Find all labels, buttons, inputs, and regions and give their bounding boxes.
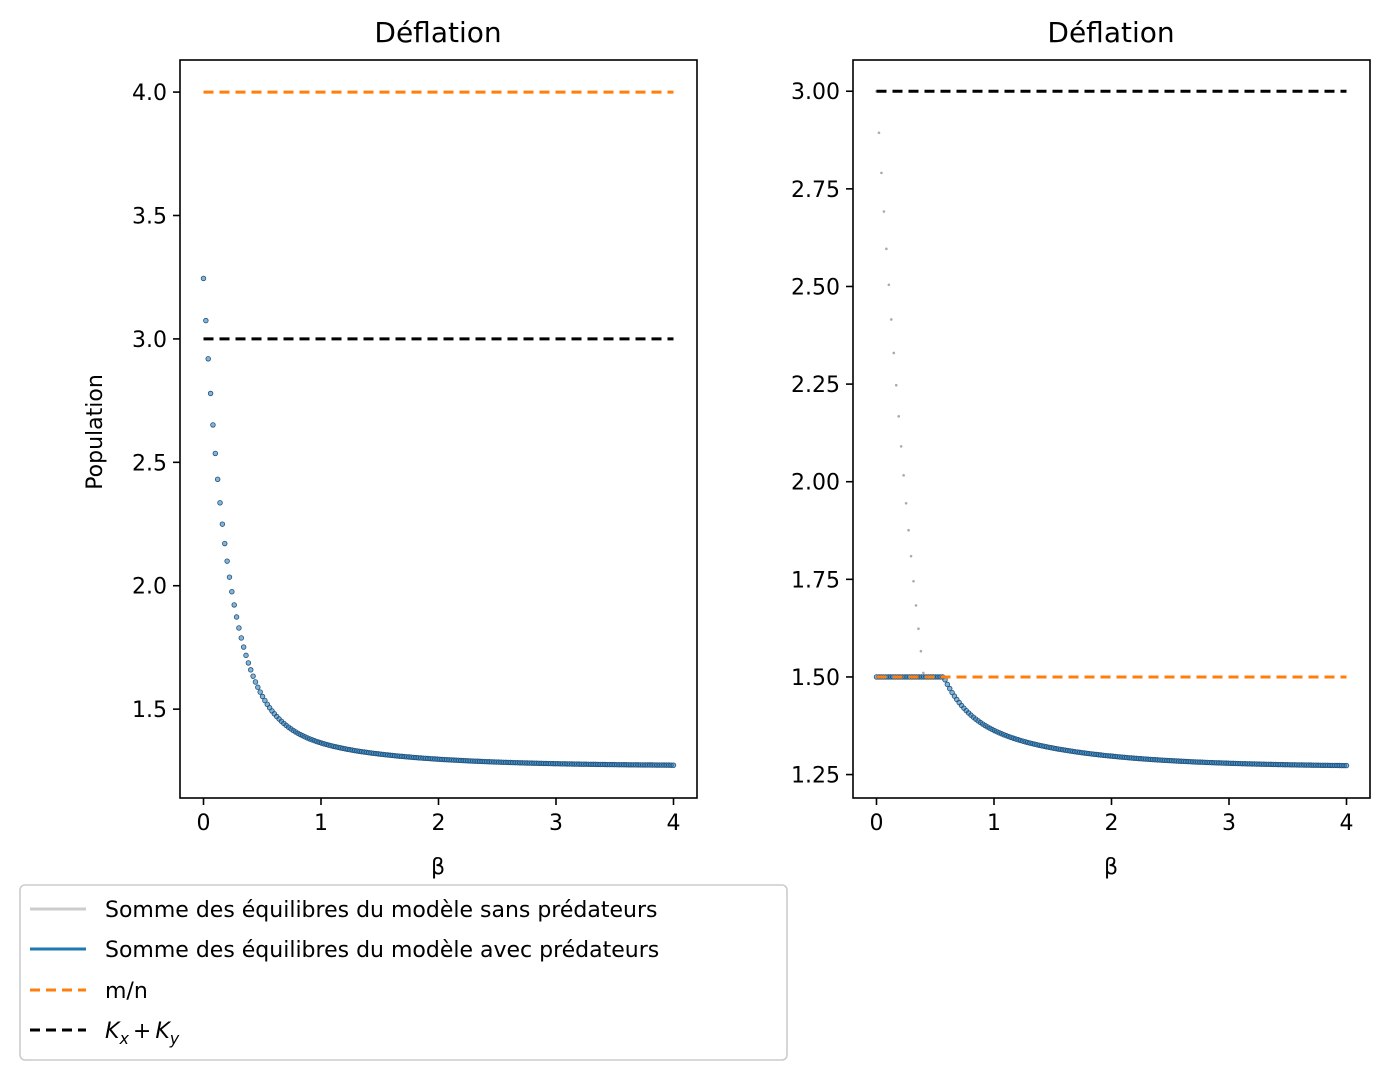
series-point-sans-predateurs — [877, 131, 881, 135]
series-point-avec-predateurs — [949, 689, 955, 696]
series-point-avec-predateurs — [205, 356, 211, 362]
left-panel: Déflation 0 1 2 3 4 1.5 2.0 2.5 3.0 3.5 4.0 β Popu… — [83, 16, 698, 880]
x-tick-label: 0 — [197, 811, 211, 836]
series-point-avec-predateurs — [240, 644, 247, 650]
series-point-sans-predateurs — [907, 528, 910, 532]
series-point-avec-predateurs — [229, 588, 235, 595]
y-tick-label: 2.75 — [791, 178, 840, 203]
series-point-avec-predateurs — [257, 689, 263, 695]
series-point-sans-predateurs — [899, 445, 903, 448]
y-tick-label: 2.0 — [132, 575, 167, 600]
series-point-avec-predateurs — [238, 635, 244, 641]
series-point-avec-predateurs — [210, 422, 216, 428]
y-tick-label: 2.5 — [132, 451, 167, 476]
right-panel: Déflation 0 1 2 3 4 1.25 1.50 1.75 2.00 2.25 2.50 2… — [791, 16, 1371, 880]
series-point-sans-predateurs — [897, 415, 901, 418]
y-tick-label: 3.5 — [132, 204, 167, 229]
series-point-sans-predateurs — [902, 474, 905, 477]
series-point-avec-predateurs — [944, 681, 951, 688]
series-point-sans-predateurs — [887, 283, 891, 287]
series-point-avec-predateurs — [219, 521, 226, 527]
series-point-sans-predateurs — [892, 351, 896, 355]
series-point-avec-predateurs — [207, 390, 214, 397]
series-point-avec-predateurs — [1343, 762, 1350, 769]
legend-label-kx-plus-ky: Kx + Ky — [105, 1019, 180, 1048]
x-tick-label: 2 — [432, 811, 446, 836]
series-point-avec-predateurs — [203, 317, 209, 324]
x-tick-label: 3 — [549, 811, 563, 836]
x-tick-label: 0 — [870, 811, 884, 836]
right-panel-title: Déflation — [1047, 16, 1174, 49]
series-point-avec-predateurs — [947, 685, 953, 692]
x-tick-label: 1 — [314, 811, 328, 836]
y-tick-label: 2.25 — [791, 373, 840, 398]
right-panel-ticks: 0 1 2 3 4 1.25 1.50 1.75 2.00 2.25 2.50 2.75 3.00 — [791, 80, 1353, 836]
legend: Somme des équilibres du modèle sans préd… — [19, 884, 788, 1061]
legend-box — [19, 884, 788, 1061]
series-point-avec-predateurs — [670, 762, 677, 768]
series-point-sans-predateurs — [922, 671, 925, 675]
x-tick-label: 4 — [1340, 811, 1354, 836]
series-point-avec-predateurs — [214, 476, 221, 483]
x-tick-label: 2 — [1105, 811, 1119, 836]
series-point-avec-predateurs — [233, 614, 240, 620]
series-point-sans-predateurs — [885, 247, 888, 251]
right-panel-plot-area — [873, 89, 1350, 769]
series-point-avec-predateurs — [248, 667, 254, 673]
y-tick-label: 2.00 — [791, 471, 840, 496]
series-point-sans-predateurs — [912, 579, 915, 583]
series-point-avec-predateurs — [236, 625, 242, 631]
series-point-avec-predateurs — [255, 684, 261, 690]
y-tick-label: 3.0 — [132, 328, 167, 353]
series-point-avec-predateurs — [226, 574, 233, 580]
x-tick-label: 4 — [667, 811, 681, 836]
left-panel-title: Déflation — [374, 16, 501, 49]
series-point-sans-predateurs — [919, 649, 923, 653]
left-panel-y-axis-label: Population — [83, 374, 108, 490]
legend-label-sans-predateurs: Somme des équilibres du modèle sans préd… — [105, 898, 657, 923]
series-point-avec-predateurs — [245, 660, 252, 666]
right-panel-frame — [852, 59, 1371, 799]
series-point-avec-predateurs — [259, 693, 266, 700]
series-point-avec-predateurs — [231, 602, 237, 608]
series-point-avec-predateurs — [222, 540, 228, 547]
series-point-avec-predateurs — [200, 275, 207, 282]
series-point-avec-predateurs — [224, 558, 230, 564]
y-tick-label: 1.50 — [791, 666, 840, 691]
series-point-avec-predateurs — [252, 679, 259, 685]
y-tick-label: 2.50 — [791, 275, 840, 300]
series-point-avec-predateurs — [212, 450, 219, 457]
y-tick-label: 1.75 — [791, 568, 840, 593]
series-point-sans-predateurs — [917, 627, 920, 631]
x-tick-label: 1 — [987, 811, 1001, 836]
series-point-avec-predateurs — [217, 500, 223, 506]
legend-label-m-over-n: m/n — [105, 979, 148, 1004]
series-point-sans-predateurs — [904, 501, 908, 505]
legend-label-avec-predateurs: Somme des équilibres du modèle avec préd… — [105, 938, 659, 963]
left-panel-x-axis-label: β — [431, 855, 445, 880]
y-tick-label: 1.5 — [132, 698, 167, 723]
series-point-sans-predateurs — [909, 554, 913, 558]
y-tick-label: 1.25 — [791, 764, 840, 789]
right-panel-x-axis-label: β — [1104, 855, 1118, 880]
series-point-sans-predateurs — [880, 171, 883, 175]
left-panel-plot-area — [200, 90, 677, 768]
left-panel-ticks: 0 1 2 3 4 1.5 2.0 2.5 3.0 3.5 4.0 — [132, 81, 681, 836]
series-point-sans-predateurs — [890, 318, 893, 321]
series-point-sans-predateurs — [882, 210, 886, 213]
series-point-avec-predateurs — [250, 673, 256, 679]
series-point-sans-predateurs — [914, 604, 918, 607]
x-tick-label: 3 — [1222, 811, 1236, 836]
series-point-sans-predateurs — [894, 383, 898, 387]
series-point-avec-predateurs — [243, 652, 249, 659]
y-tick-label: 4.0 — [132, 81, 167, 106]
series-point-avec-predateurs — [262, 697, 268, 704]
y-tick-label: 3.00 — [791, 80, 840, 105]
